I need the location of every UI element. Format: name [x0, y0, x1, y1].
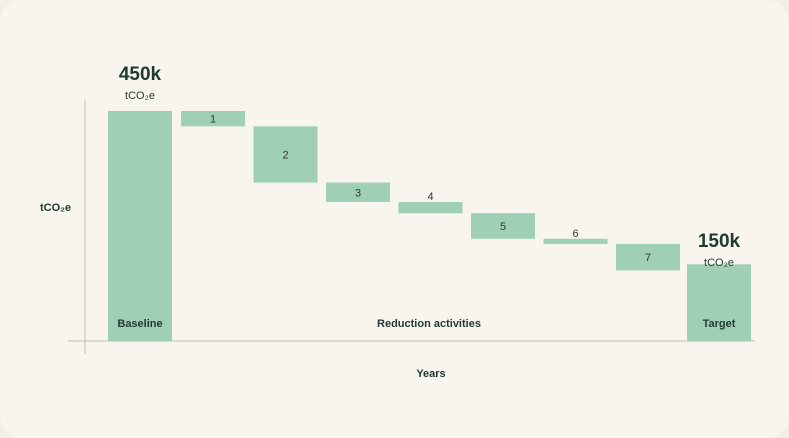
y-axis-title: tCO₂e	[40, 202, 71, 214]
x-axis-title: Years	[416, 368, 445, 380]
reduction-bar-5	[471, 213, 535, 239]
reduction-bar-3	[326, 182, 390, 202]
target-unit-label: tCO₂e	[704, 257, 734, 269]
baseline-value-label: 450k	[119, 64, 162, 85]
reduction-label-4: 4	[427, 191, 433, 203]
reduction-label-6: 6	[572, 228, 578, 240]
reduction-bar-2	[253, 126, 318, 183]
target-category-label: Target	[703, 318, 736, 330]
reductions-label: Reduction activities	[377, 318, 481, 330]
reduction-label-3: 3	[355, 187, 361, 199]
reduction-label-2: 2	[282, 149, 288, 161]
reduction-bar-6	[543, 238, 608, 244]
reduction-bar-1	[181, 111, 245, 127]
reduction-label-5: 5	[500, 221, 506, 233]
target-value-label: 150k	[698, 231, 741, 252]
baseline-bar	[108, 111, 172, 341]
bars-group: 450k tCO₂e Baseline 1 2 3 4 5 6 7 150k tCO₂e Target	[108, 64, 751, 341]
reduction-bar-7	[616, 243, 680, 271]
target-bar	[687, 264, 751, 341]
reduction-bar-4	[398, 201, 463, 214]
reduction-label-7: 7	[645, 252, 651, 264]
baseline-unit-label: tCO₂e	[125, 90, 155, 102]
baseline-category-label: Baseline	[117, 318, 162, 330]
reduction-label-1: 1	[210, 114, 216, 126]
